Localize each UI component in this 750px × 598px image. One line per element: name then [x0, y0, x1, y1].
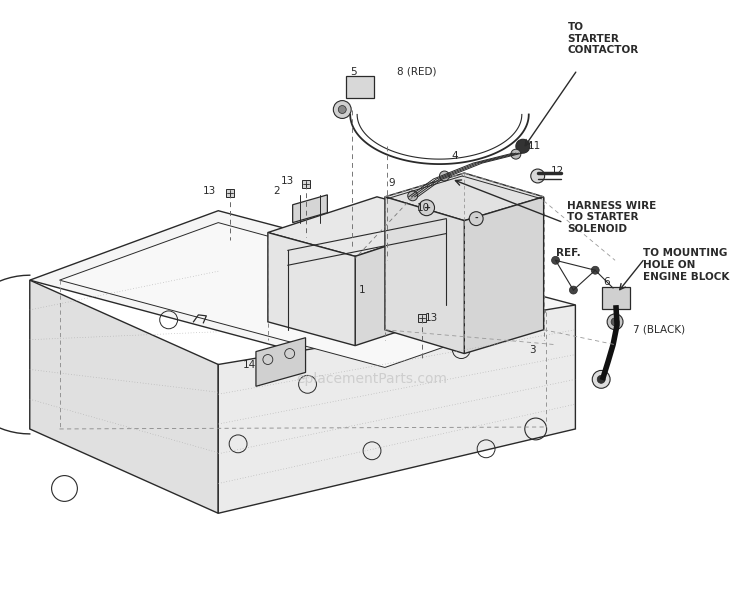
Circle shape: [408, 191, 418, 201]
Text: 9: 9: [388, 178, 394, 188]
Circle shape: [440, 171, 449, 181]
Text: TO
STARTER
CONTACTOR: TO STARTER CONTACTOR: [568, 22, 639, 56]
Bar: [418, 314, 425, 322]
Text: 13: 13: [203, 186, 216, 196]
Text: HARNESS WIRE
TO STARTER
SOLENOID: HARNESS WIRE TO STARTER SOLENOID: [568, 201, 657, 234]
Text: REF.: REF.: [556, 248, 580, 258]
Text: 10: 10: [417, 203, 430, 213]
Circle shape: [531, 169, 544, 183]
Text: 7 (BLACK): 7 (BLACK): [633, 325, 685, 335]
Text: 11: 11: [528, 141, 541, 151]
Text: TO MOUNTING
HOLE ON
ENGINE BLOCK: TO MOUNTING HOLE ON ENGINE BLOCK: [643, 248, 729, 282]
Circle shape: [611, 318, 619, 326]
Text: 5: 5: [350, 67, 357, 77]
Circle shape: [592, 370, 610, 388]
Bar: [302, 180, 310, 188]
Circle shape: [608, 314, 623, 329]
Polygon shape: [30, 280, 218, 513]
Circle shape: [551, 257, 560, 264]
Text: 2: 2: [273, 186, 280, 196]
Text: 12: 12: [550, 166, 564, 176]
Text: +: +: [423, 203, 430, 212]
Text: 14: 14: [243, 359, 256, 370]
Circle shape: [597, 376, 605, 383]
Polygon shape: [256, 338, 305, 386]
Text: 13: 13: [424, 313, 438, 323]
Text: 8 (RED): 8 (RED): [397, 67, 436, 77]
Text: eplacementParts.com: eplacementParts.com: [296, 373, 448, 386]
Text: 3: 3: [529, 344, 536, 355]
Polygon shape: [356, 221, 464, 346]
Text: -: -: [474, 214, 478, 223]
Text: 6: 6: [603, 277, 610, 287]
Polygon shape: [268, 197, 464, 257]
Polygon shape: [59, 222, 546, 367]
Circle shape: [333, 100, 351, 118]
Polygon shape: [218, 305, 575, 513]
Text: 4: 4: [452, 151, 458, 161]
Circle shape: [419, 200, 434, 216]
Polygon shape: [292, 195, 328, 222]
Bar: [226, 189, 234, 197]
Polygon shape: [464, 197, 544, 353]
Polygon shape: [385, 197, 464, 353]
FancyBboxPatch shape: [346, 76, 374, 97]
Circle shape: [338, 106, 346, 114]
Text: 13: 13: [280, 176, 294, 186]
Circle shape: [511, 149, 520, 159]
Polygon shape: [385, 173, 544, 221]
Circle shape: [569, 286, 578, 294]
Text: 1: 1: [359, 285, 366, 295]
Polygon shape: [30, 210, 575, 374]
Circle shape: [591, 266, 599, 274]
Circle shape: [516, 139, 530, 153]
FancyBboxPatch shape: [602, 287, 630, 309]
Circle shape: [470, 212, 483, 225]
Polygon shape: [268, 233, 356, 346]
